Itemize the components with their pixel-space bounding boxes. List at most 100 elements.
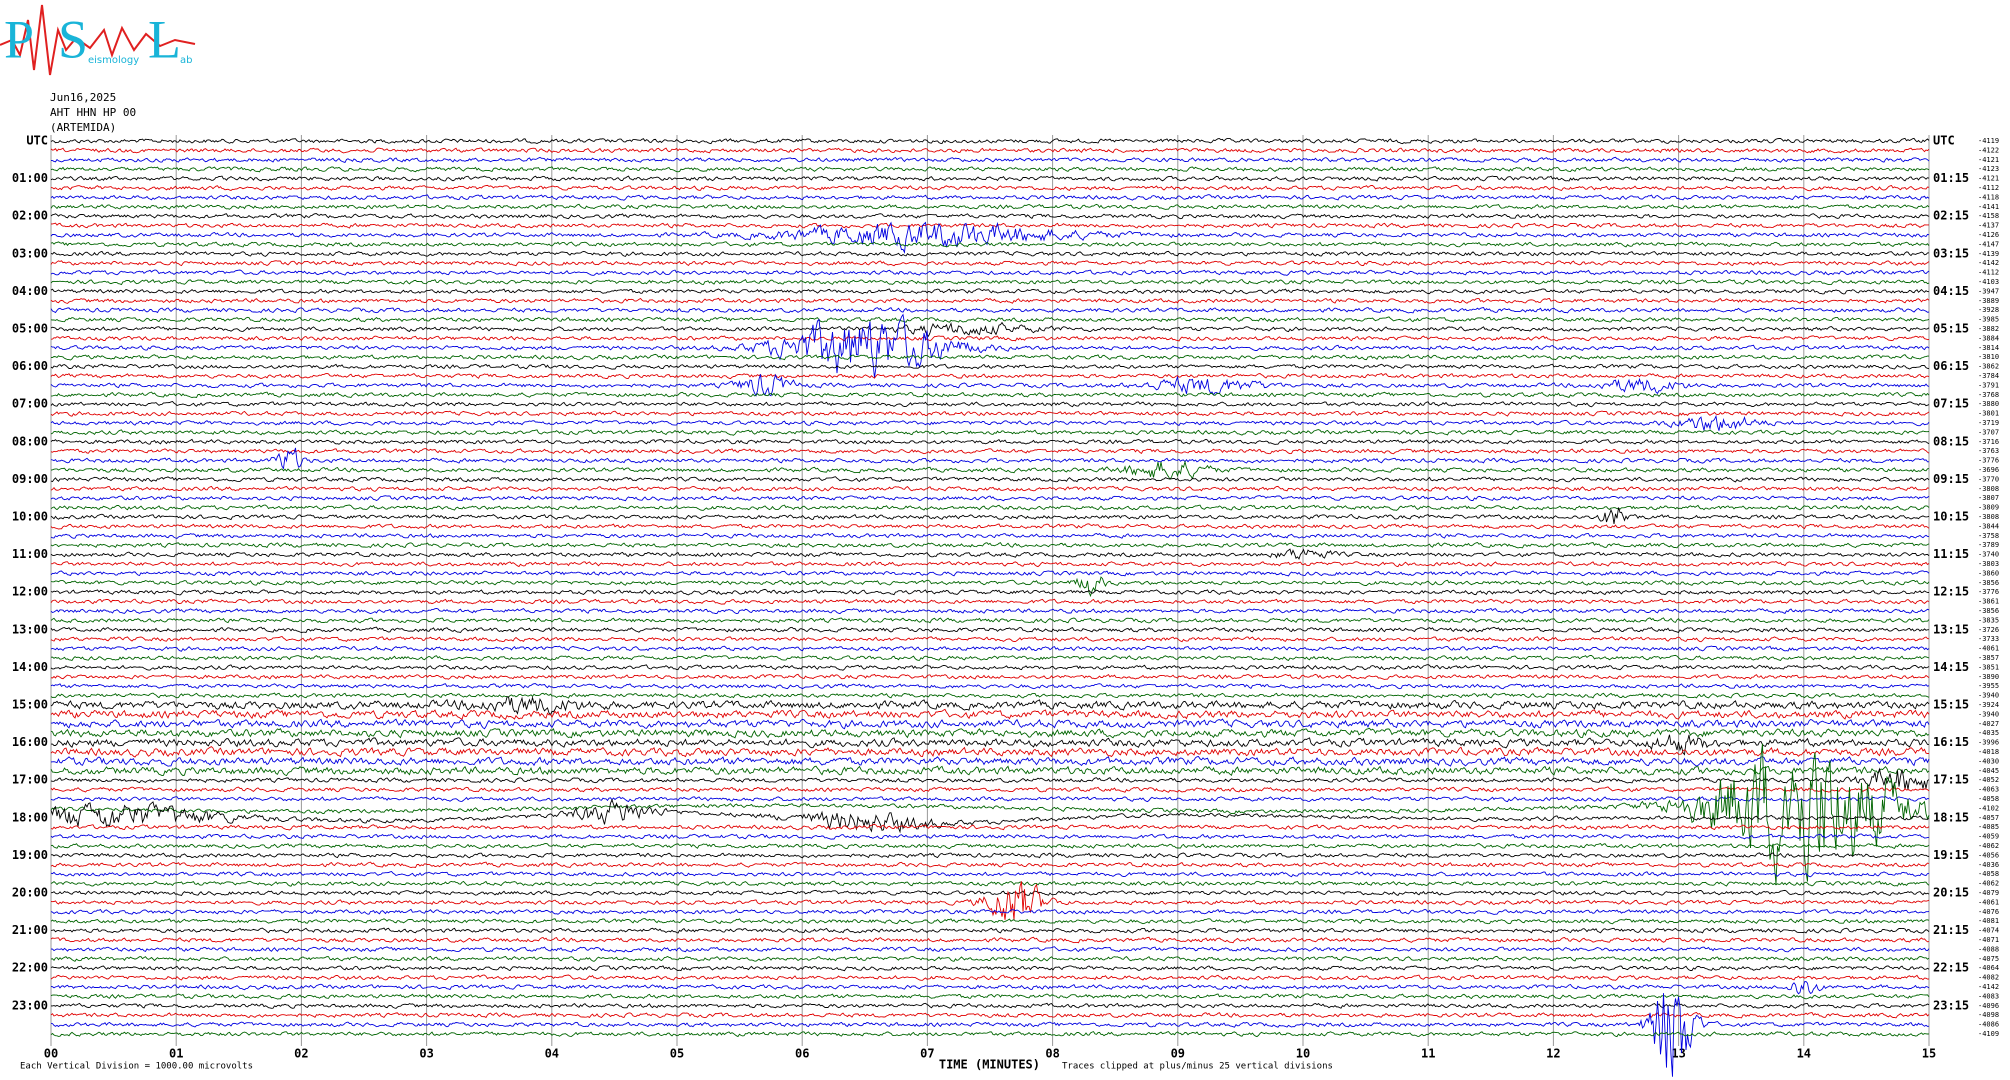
trace-offset: -3763 <box>1978 447 1999 455</box>
trace-offset: -4083 <box>1978 992 1999 1000</box>
trace-offset: -3789 <box>1978 541 1999 549</box>
trace-offset: -3696 <box>1978 466 1999 474</box>
trace-offset: -3924 <box>1978 701 1999 709</box>
x-tick-label: 05 <box>670 1047 684 1061</box>
header-station: AHT HHN HP 00 <box>50 106 136 119</box>
trace-offset: -4056 <box>1978 851 1999 859</box>
x-tick-label: 01 <box>169 1047 183 1061</box>
trace-offset: -3807 <box>1978 494 1999 502</box>
trace-offset: -4142 <box>1978 259 1999 267</box>
trace <box>50 617 1930 624</box>
hour-label: 02:00 <box>12 209 48 223</box>
trace <box>50 448 1930 455</box>
trace-offset: -3861 <box>1978 598 1999 606</box>
trace <box>50 795 1930 803</box>
hour-label: 11:15 <box>1933 547 1969 561</box>
x-tick-label: 07 <box>920 1047 934 1061</box>
hour-label: 09:15 <box>1933 472 1969 486</box>
trace-offset: -4045 <box>1978 767 1999 775</box>
trace-offset: -3880 <box>1978 400 1999 408</box>
trace <box>50 147 1930 154</box>
trace-offset: -3835 <box>1978 616 1999 624</box>
trace <box>50 692 1930 699</box>
hour-label: 14:15 <box>1933 660 1969 674</box>
trace <box>50 184 1930 192</box>
trace-offset: -4074 <box>1978 927 1999 935</box>
trace <box>50 708 1930 721</box>
trace-offset: -4018 <box>1978 748 1999 756</box>
hour-label: 14:00 <box>12 660 48 674</box>
trace <box>50 269 1930 276</box>
trace-offset: -4103 <box>1978 278 1999 286</box>
trace-offset: -4096 <box>1978 1002 1999 1010</box>
x-tick-label: 03 <box>419 1047 433 1061</box>
logo-letter: L <box>148 9 181 69</box>
trace-offset: -3940 <box>1978 710 1999 718</box>
hour-label: 12:00 <box>12 585 48 599</box>
logo-text: eismology <box>88 55 139 66</box>
hour-label: UTC <box>1933 134 1955 148</box>
trace <box>50 576 1930 598</box>
trace <box>50 743 1930 885</box>
trace <box>50 316 1930 323</box>
trace <box>50 664 1930 671</box>
trace-offset: -3857 <box>1978 654 1999 662</box>
trace-offset: -3889 <box>1978 297 1999 305</box>
x-tick-label: 15 <box>1922 1047 1936 1061</box>
hour-label: 23:00 <box>12 998 48 1012</box>
trace <box>50 993 1930 1077</box>
trace-offset: -4109 <box>1978 1030 1999 1038</box>
trace <box>50 541 1930 549</box>
x-tick-label: 12 <box>1546 1047 1560 1061</box>
trace <box>50 833 1930 840</box>
hour-label: 16:00 <box>12 735 48 749</box>
trace-offset: -4158 <box>1978 212 1999 220</box>
trace <box>50 306 1930 314</box>
trace-offset: -4139 <box>1978 250 1999 258</box>
trace-offset: -4064 <box>1978 964 1999 972</box>
trace <box>50 598 1930 605</box>
trace <box>50 1011 1930 1019</box>
trace <box>50 288 1930 295</box>
trace-offset: -4081 <box>1978 917 1999 925</box>
trace <box>50 222 1929 229</box>
trace <box>50 852 1930 859</box>
trace <box>51 734 1930 756</box>
trace <box>50 993 1930 1000</box>
hour-label: 20:00 <box>12 886 48 900</box>
hour-label: 16:15 <box>1933 735 1969 749</box>
trace-offset: -4061 <box>1978 898 1999 906</box>
trace <box>50 880 1930 887</box>
logo-letter: P <box>4 9 34 69</box>
trace-offset: -4112 <box>1978 184 1999 192</box>
trace <box>50 175 1930 182</box>
trace-offset: -3740 <box>1978 551 1999 559</box>
trace-offset: -4075 <box>1978 955 1999 963</box>
trace-offset: -3862 <box>1978 363 1999 371</box>
trace-offset: -3803 <box>1978 560 1999 568</box>
traces <box>50 137 1930 1077</box>
footer-clip: Traces clipped at plus/minus 25 vertical… <box>1062 1062 1333 1072</box>
footer-scale: Each Vertical Division = 1000.00 microvo… <box>20 1062 253 1072</box>
trace <box>50 507 1930 524</box>
hour-label: 15:15 <box>1933 698 1969 712</box>
trace-offset: -3955 <box>1978 682 1999 690</box>
trace-offset: -3890 <box>1978 673 1999 681</box>
hour-label: 23:15 <box>1933 998 1969 1012</box>
hour-label: 21:00 <box>12 923 48 937</box>
hour-label: 22:00 <box>12 961 48 975</box>
trace-offset: -4137 <box>1978 222 1999 230</box>
trace-offset: -4082 <box>1978 974 1999 982</box>
trace <box>50 495 1930 502</box>
trace <box>50 476 1930 483</box>
hour-label: 08:15 <box>1933 434 1969 448</box>
trace <box>50 321 1930 337</box>
x-tick-label: 10 <box>1296 1047 1310 1061</box>
trace-offset: -3947 <box>1978 287 1999 295</box>
hour-label: 10:00 <box>12 510 48 524</box>
x-axis-title: TIME (MINUTES) <box>939 1058 1040 1072</box>
hour-label: 04:00 <box>12 284 48 298</box>
trace-offset: -3856 <box>1978 607 1999 615</box>
trace-offset: -3928 <box>1978 306 1999 314</box>
trace-offset: -3996 <box>1978 739 1999 747</box>
